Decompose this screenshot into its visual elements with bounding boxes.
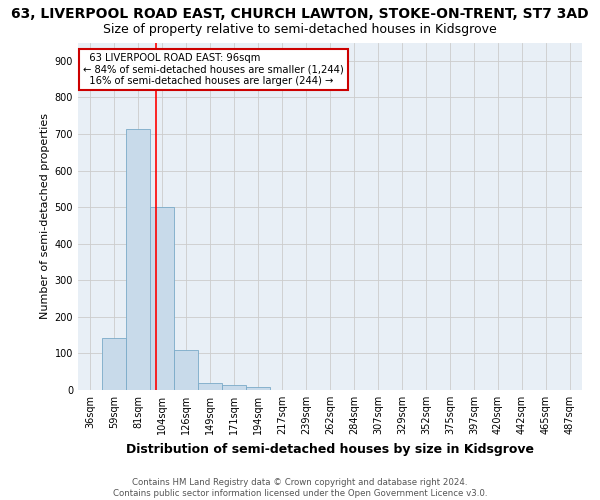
Text: Contains HM Land Registry data © Crown copyright and database right 2024.
Contai: Contains HM Land Registry data © Crown c… bbox=[113, 478, 487, 498]
Bar bbox=[126, 129, 150, 390]
Bar bbox=[222, 385, 246, 390]
Text: Size of property relative to semi-detached houses in Kidsgrove: Size of property relative to semi-detach… bbox=[103, 22, 497, 36]
Text: 63 LIVERPOOL ROAD EAST: 96sqm
← 84% of semi-detached houses are smaller (1,244)
: 63 LIVERPOOL ROAD EAST: 96sqm ← 84% of s… bbox=[83, 53, 344, 86]
Bar bbox=[198, 382, 222, 390]
Bar bbox=[174, 350, 198, 390]
Text: 63, LIVERPOOL ROAD EAST, CHURCH LAWTON, STOKE-ON-TRENT, ST7 3AD: 63, LIVERPOOL ROAD EAST, CHURCH LAWTON, … bbox=[11, 8, 589, 22]
Bar bbox=[150, 207, 174, 390]
Bar bbox=[102, 338, 126, 390]
X-axis label: Distribution of semi-detached houses by size in Kidsgrove: Distribution of semi-detached houses by … bbox=[126, 442, 534, 456]
Y-axis label: Number of semi-detached properties: Number of semi-detached properties bbox=[40, 114, 50, 320]
Bar bbox=[246, 387, 270, 390]
